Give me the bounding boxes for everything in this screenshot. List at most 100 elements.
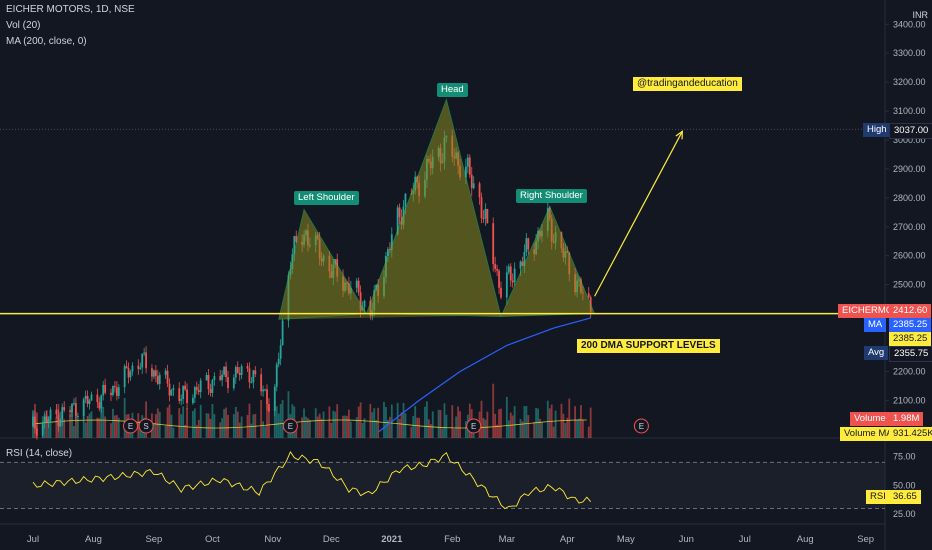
volume-bar [277,413,280,438]
volume-bar [513,405,516,438]
time-tick-label: Nov [264,534,281,545]
volume-bar [439,410,442,438]
candle-body [102,384,105,396]
volume-bar [114,415,116,438]
candle-body [207,375,210,390]
price-tick-label: 2100.00 [893,395,926,405]
volume-bar [158,411,161,438]
candle-body [156,375,159,384]
volume-bar [525,405,528,438]
candle-body [234,367,237,378]
candle-body [387,249,389,256]
candle-body [357,280,360,293]
candle-body [509,266,512,281]
candle-body [523,251,526,266]
candle-body [277,358,280,365]
support-note[interactable]: 200 DMA SUPPORT LEVELS [577,339,720,353]
projection-arrow [594,131,683,297]
head-label[interactable]: Head [437,83,468,97]
candle-body [151,368,153,377]
candle-body [496,268,498,271]
volume-bar [361,422,364,438]
volume-bar [334,411,337,438]
candle-body [225,366,227,378]
candle-body [36,428,38,436]
earnings-marker-label: S [143,422,148,431]
volume-bar [309,419,311,438]
volume-legend[interactable]: Vol (20) [6,20,41,31]
volume-bar [437,409,440,438]
candle-body [100,395,103,409]
time-tick-label: 2021 [381,534,403,545]
candle-body [154,370,157,376]
earnings-marker [633,418,649,434]
time-tick-label: May [617,534,635,545]
volume-bar [494,413,497,438]
candle-body [61,407,64,420]
volume-bar [88,413,91,438]
candle-body [262,389,264,392]
candle-body [494,264,497,269]
volume-bar [410,426,413,438]
watermark-note[interactable]: @tradingandeducation [633,77,742,91]
candle-body [209,389,212,393]
price-tick-label: 2800.00 [893,193,926,203]
candle-body [275,364,278,387]
candle-body [178,388,181,401]
volume-bar [168,404,171,438]
volume-bar [511,415,514,438]
symbol-legend[interactable]: EICHER MOTORS, 1D, NSE [6,4,135,15]
volume-bar [539,418,541,438]
volume-bar [349,421,352,438]
volume-bar [541,422,543,438]
candle-body [114,386,116,388]
candle-body [238,372,241,375]
candle-body [166,370,169,384]
candle-body [34,416,36,429]
volume-bar [307,418,309,438]
avg-tag-label: Avg [864,346,889,360]
candle-body [186,389,188,404]
volume-bar [431,411,434,438]
candle-body [125,366,128,369]
volume-bar [377,407,380,438]
volume-bar [268,409,270,438]
volume-bar [459,411,461,438]
volume-bar [63,419,66,438]
volume-bar [480,400,483,438]
volume-bar [576,419,578,438]
candle-body [75,403,77,416]
rsi-legend[interactable]: RSI (14, close) [6,448,73,459]
volume-bar [238,422,241,438]
right-shoulder-label[interactable]: Right Shoulder [516,189,587,203]
candle-body [355,280,358,288]
earnings-marker-label: E [128,422,133,431]
rsi-tick-label: 50.00 [893,480,916,490]
volume-bar [227,414,229,438]
time-tick-label: Feb [444,534,460,545]
volume-bar [578,418,580,438]
candle-body [180,398,183,401]
volume-bar [195,425,198,438]
candle-body [486,208,489,224]
time-tick-label: Sep [857,534,874,545]
candle-body [143,352,146,354]
volume-bar [184,424,186,438]
left-shoulder-label[interactable]: Left Shoulder [294,191,359,205]
volume-bar [182,406,185,438]
volume-bar [248,403,251,438]
candle-body [131,365,134,372]
volume-bar [137,413,140,438]
volume-bar [453,428,456,438]
ma-legend[interactable]: MA (200, close, 0) [6,36,87,47]
volume-bar [566,417,569,438]
candle-body [240,365,243,375]
candle-body [137,365,140,369]
volume-bar [320,418,323,438]
volume-bar [582,419,584,438]
volume-bar [388,416,391,438]
earnings-marker-label: E [471,422,476,431]
volume-bar [61,414,64,438]
candle-body [197,389,200,393]
